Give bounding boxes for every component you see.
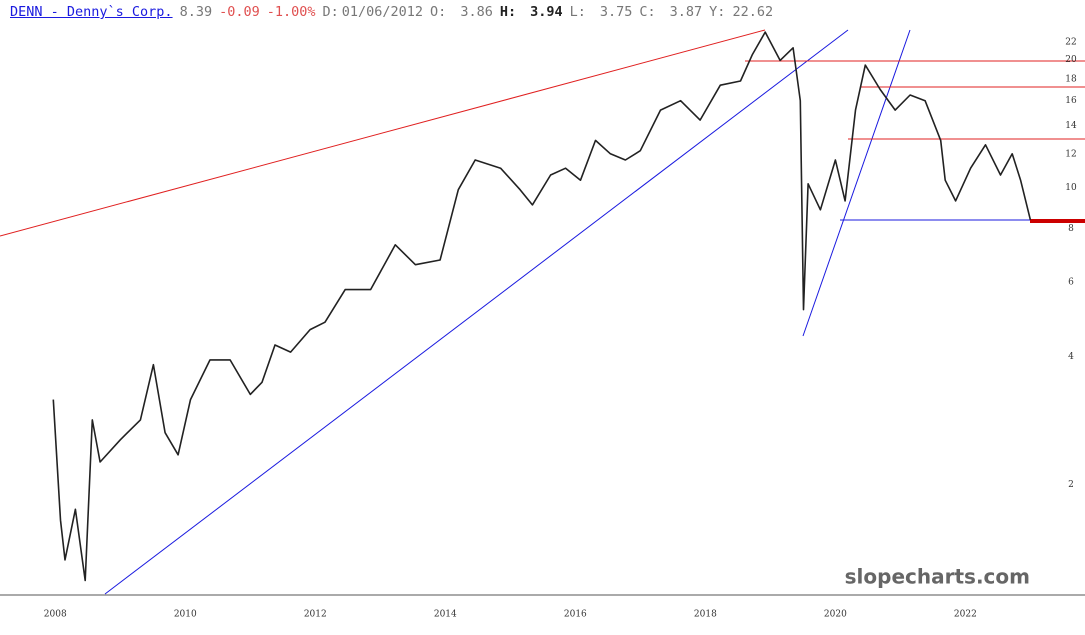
y-tick-label: 10 xyxy=(1065,183,1077,193)
y-tick-label: 18 xyxy=(1065,74,1077,84)
y-tick-label: 14 xyxy=(1065,121,1077,131)
date: 01/06/2012 xyxy=(341,4,424,20)
open-label: O: xyxy=(430,4,447,20)
y-tick-label: 6 xyxy=(1068,277,1074,287)
x-tick-label: 2010 xyxy=(174,610,197,620)
ticker[interactable]: DENN - Denny`s Corp. xyxy=(10,4,173,20)
y-tick-label: 2 xyxy=(1068,480,1074,490)
y-tick-label: 8 xyxy=(1068,224,1074,234)
x-tick-label: 2012 xyxy=(304,610,327,620)
low-label: L: xyxy=(569,4,586,20)
y-tick-label: 16 xyxy=(1065,96,1077,106)
watermark: slopecharts.com xyxy=(845,565,1030,589)
trend-line xyxy=(802,29,911,337)
close-label: C: xyxy=(639,4,656,20)
x-tick-label: 2014 xyxy=(434,610,457,620)
high: 3.94 xyxy=(530,4,563,20)
open: 3.86 xyxy=(460,4,493,20)
y-label: Y: xyxy=(709,4,726,20)
trend-line xyxy=(104,29,849,595)
y-tick-label: 4 xyxy=(1068,352,1074,362)
y-tick-label: 22 xyxy=(1065,37,1076,47)
close: 3.87 xyxy=(669,4,703,20)
last-price: 8.39 xyxy=(179,4,213,20)
date-label: D: xyxy=(322,4,339,20)
x-tick-label: 2018 xyxy=(694,610,717,620)
y-tick-label: 20 xyxy=(1065,55,1077,65)
trend-line xyxy=(0,29,766,237)
change-pct: -1.00% xyxy=(266,4,316,20)
y-value: 22.62 xyxy=(732,4,774,20)
low: 3.75 xyxy=(599,4,633,20)
drawings xyxy=(0,29,1085,596)
y-tick-label: 12 xyxy=(1065,149,1076,159)
x-tick-label: 2022 xyxy=(954,610,977,620)
x-tick-label: 2016 xyxy=(564,610,587,620)
x-tick-label: 2008 xyxy=(44,610,67,620)
price-line xyxy=(52,31,1032,582)
change: -0.09 xyxy=(219,4,260,20)
high-label: H: xyxy=(499,4,517,20)
quote-header: DENN - Denny`s Corp. 8.39 -0.09 -1.00% D: 01/… xyxy=(10,4,780,20)
x-tick-label: 2020 xyxy=(824,610,847,620)
